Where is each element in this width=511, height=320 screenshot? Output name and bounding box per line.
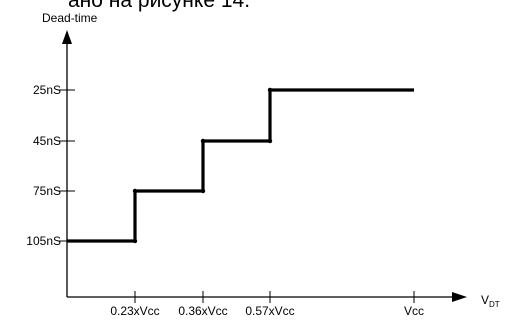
x-tick-label: Vcc xyxy=(404,304,424,318)
x-axis-label-main: V xyxy=(481,293,489,307)
x-axis-label: VDT xyxy=(481,293,500,309)
data-point xyxy=(200,138,206,144)
x-axis-label-sub: DT xyxy=(489,300,500,309)
y-tick-label: 45nS xyxy=(33,134,61,148)
x-tick-label: 0.23xVcc xyxy=(110,304,159,318)
data-point xyxy=(132,188,138,194)
data-point xyxy=(267,87,273,93)
y-tick-label: 75nS xyxy=(33,184,61,198)
data-point xyxy=(267,138,273,144)
data-point xyxy=(132,238,138,244)
x-axis-arrow xyxy=(452,292,467,302)
x-tick-label: 0.36xVcc xyxy=(178,304,227,318)
page-header-fragment: ано на рисунке 14. xyxy=(68,0,250,12)
data-point xyxy=(200,188,206,194)
x-tick-label: 0.57xVcc xyxy=(245,304,294,318)
dead-time-step-line xyxy=(67,88,414,243)
series-layer xyxy=(67,87,414,244)
y-axis-arrow xyxy=(62,30,72,44)
y-tick-label: 105nS xyxy=(26,234,61,248)
tick-layer: 105nS 75nS 45nS 25nS 0.23xVcc 0.36xVcc 0.57xVc… xyxy=(26,83,424,318)
y-axis-label: Dead-time xyxy=(42,11,98,25)
y-tick-label: 25nS xyxy=(33,83,61,97)
